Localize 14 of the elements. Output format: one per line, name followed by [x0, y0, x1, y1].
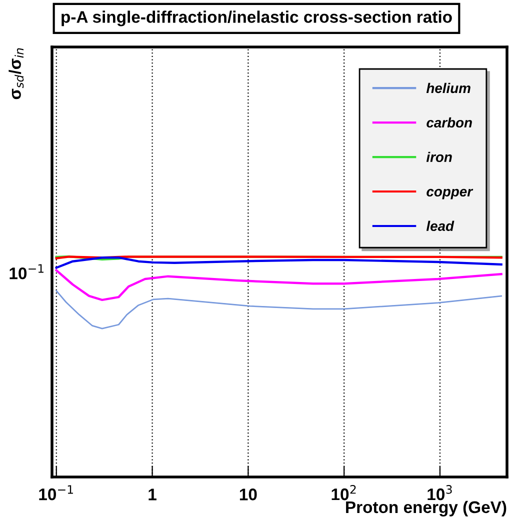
legend-label: lead: [426, 220, 454, 231]
x-tick-label: 10: [240, 488, 257, 500]
legend-label: carbon: [426, 117, 472, 128]
legend-label: iron: [426, 152, 452, 162]
legend-label: copper: [426, 188, 474, 200]
text: 10$^{−1}$: [10, 264, 44, 280]
chart-title: p-A single-diffraction/inelastic cross-section ratio: [62, 10, 452, 26]
x-tick-label: 10$^{3}$: [428, 485, 452, 500]
x-tick-label: 1: [148, 488, 156, 500]
x-axis-title: Proton energy (GeV): [346, 500, 506, 516]
x-tick-label: 10$^{−1}$: [39, 485, 73, 500]
x-tick-label: 10$^{2}$: [332, 485, 356, 500]
legend-label: helium: [426, 82, 470, 94]
text: σ$_{sd}$/σ$_{in}$: [8, 48, 24, 100]
